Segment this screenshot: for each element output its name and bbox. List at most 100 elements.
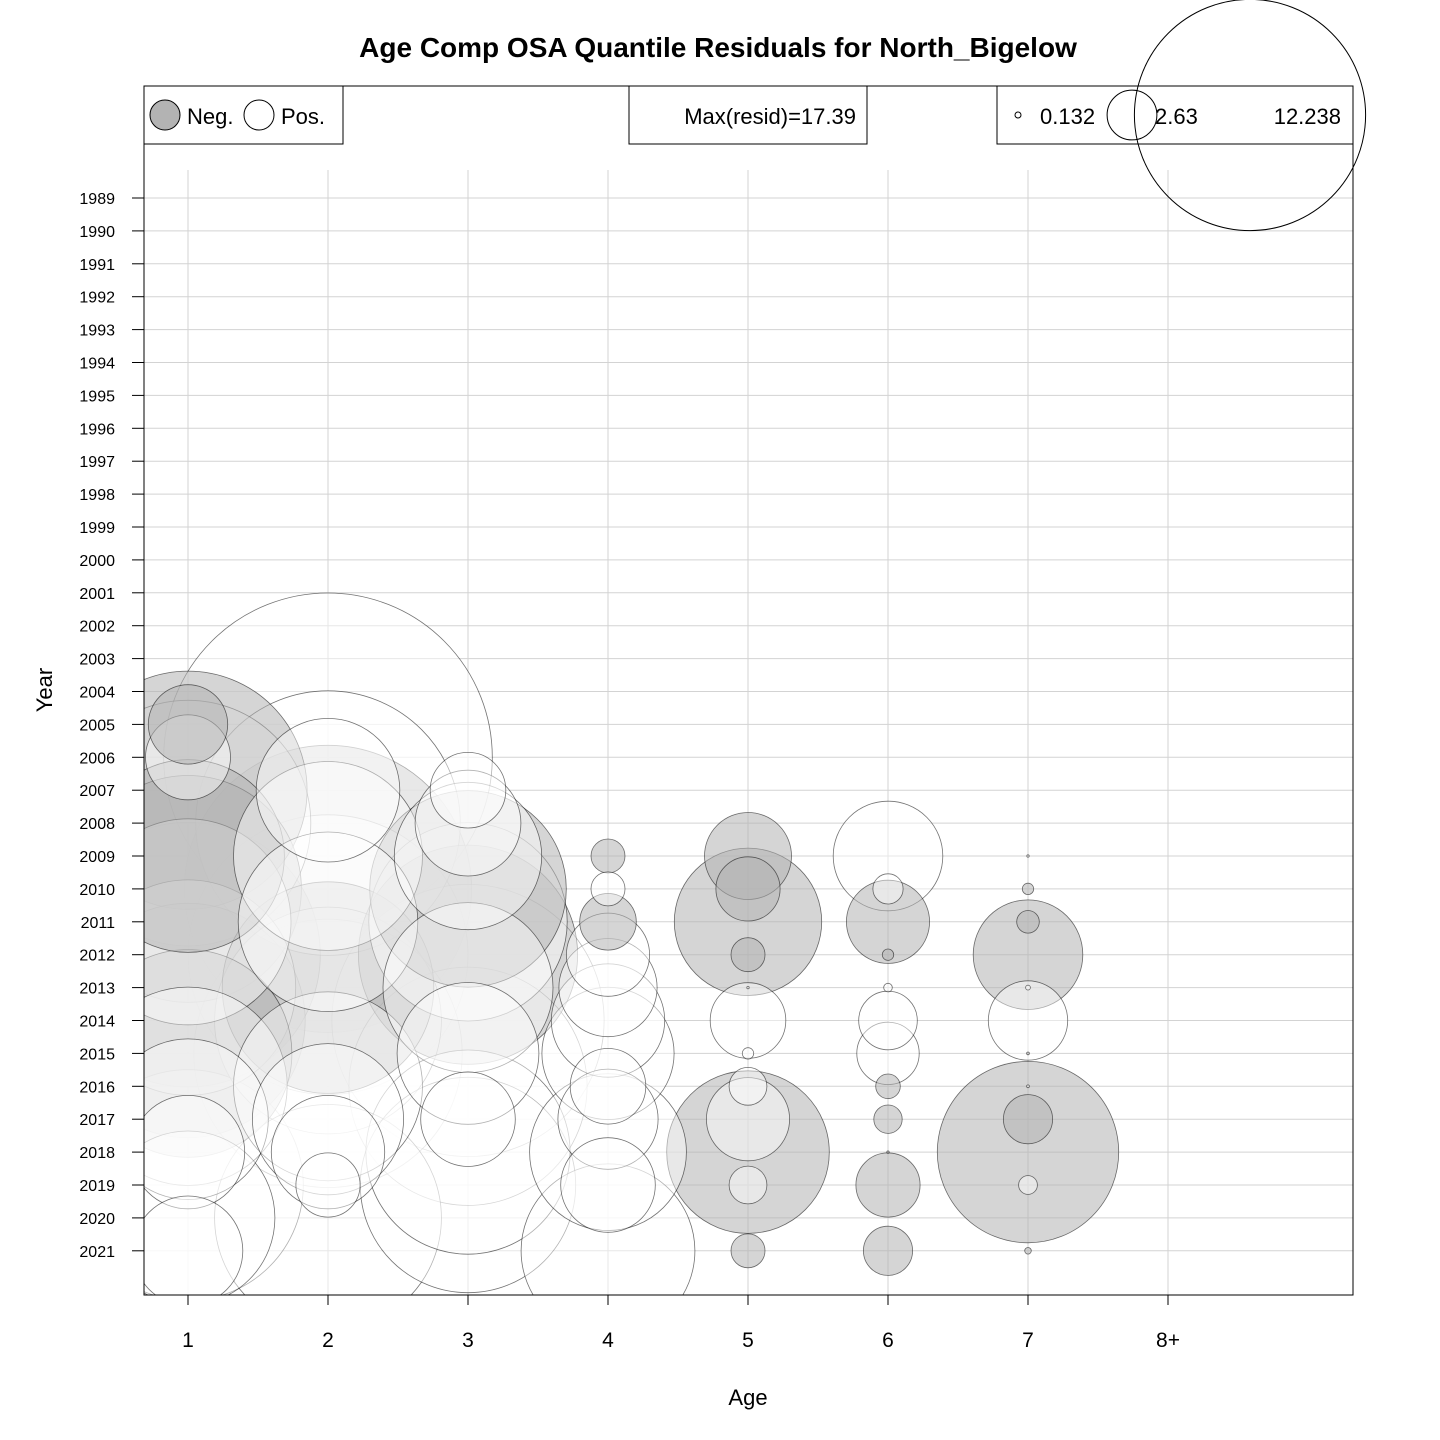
residual-bubble-pos <box>144 1095 246 1210</box>
y-tick-label: 1996 <box>79 421 115 438</box>
residual-bubble-neg <box>579 893 637 951</box>
y-tick-label: 2006 <box>79 750 115 767</box>
legend-size-circles <box>1014 0 1367 232</box>
y-tick-label: 1990 <box>79 224 115 241</box>
y-tick-label: 2010 <box>79 882 115 899</box>
y-tick-label: 1999 <box>79 520 115 537</box>
residual-bubble-pos <box>709 982 787 1059</box>
legend-size-circle <box>1014 111 1022 119</box>
y-axis-label: Year <box>32 668 57 712</box>
x-tick-label: 8+ <box>1156 1329 1180 1352</box>
y-tick-label: 1994 <box>79 356 115 373</box>
legend-size-circle <box>1133 0 1367 232</box>
residual-bubble-pos <box>414 769 522 877</box>
residual-bubble-pos <box>255 718 401 863</box>
residual-bubble-pos <box>557 1068 659 1170</box>
legend-max-text: Max(resid)=17.39 <box>684 104 856 129</box>
residual-bubble-neg <box>863 1225 914 1276</box>
y-tick-label: 2003 <box>79 652 115 669</box>
y-tick-label: 2011 <box>81 915 116 932</box>
x-tick-label: 4 <box>602 1329 614 1352</box>
y-tick-label: 2005 <box>79 717 115 734</box>
x-tick-label: 6 <box>882 1329 894 1352</box>
residual-bubble-pos <box>529 1073 687 1231</box>
residual-bubble-pos <box>429 752 507 829</box>
y-tick-label: 2017 <box>79 1112 115 1129</box>
y-tick-label: 2021 <box>79 1244 115 1261</box>
x-tick-label: 1 <box>182 1329 194 1352</box>
residual-bubble-neg <box>147 684 229 765</box>
residual-bubble-pos <box>987 980 1069 1061</box>
y-tick-label: 2000 <box>79 553 115 570</box>
residual-bubble-pos <box>541 986 675 1120</box>
x-tick-label: 5 <box>742 1329 754 1352</box>
y-tick-label: 1995 <box>79 388 115 405</box>
legend-sign: Neg. Pos. <box>143 85 344 145</box>
residual-bubble-neg <box>730 1233 766 1269</box>
residual-bubble-neg <box>1021 882 1035 896</box>
residual-bubble-neg <box>590 838 626 874</box>
residual-bubble-neg <box>715 856 781 922</box>
residual-bubble-pos <box>746 985 750 990</box>
residual-bubble-pos <box>144 1130 276 1295</box>
residual-bubble-pos <box>382 902 554 1073</box>
y-tick-label: 1997 <box>79 454 115 471</box>
residual-bubbles <box>144 592 1120 1295</box>
y-tick-label: 1989 <box>79 191 115 208</box>
legend-pos-swatch <box>243 99 275 131</box>
x-tick-label: 7 <box>1022 1329 1034 1352</box>
residual-bubble-pos <box>520 1163 696 1295</box>
residual-bubble-pos <box>590 871 626 907</box>
y-tick-label: 2012 <box>79 948 115 965</box>
legend-max: Max(resid)=17.39 <box>628 85 868 145</box>
residual-bubble-neg <box>936 1061 1120 1244</box>
residual-bubble-pos <box>144 986 288 1186</box>
legend-size-label-small: 0.132 <box>1040 104 1095 129</box>
residual-bubble-pos <box>233 991 423 1182</box>
y-tick-label: 2013 <box>79 981 115 998</box>
residual-bubble-neg <box>972 899 1084 1010</box>
y-tick-label: 2002 <box>79 619 115 636</box>
residual-bubble-pos <box>396 982 540 1125</box>
residual-bubble-pos <box>237 831 419 1013</box>
residual-bubble-pos <box>270 1095 386 1210</box>
residual-bubble-neg <box>1026 1051 1030 1056</box>
residual-bubble-neg <box>875 1073 901 1100</box>
residual-bubble-neg <box>1016 910 1040 934</box>
y-tick-label: 2020 <box>79 1211 115 1228</box>
residual-bubble-pos <box>1018 1175 1038 1195</box>
residual-bubble-neg <box>855 1152 921 1218</box>
residual-bubble-pos <box>295 1152 361 1218</box>
residual-bubble-pos <box>393 781 543 931</box>
residual-bubble-neg <box>881 948 895 961</box>
residual-bubble-neg <box>1003 1094 1054 1145</box>
residual-bubble-neg <box>730 937 766 973</box>
legend-size-label-mid: 2.63 <box>1155 104 1198 129</box>
residual-bubble-pos <box>1025 984 1031 991</box>
residual-bubble-pos <box>883 982 893 993</box>
y-tick-label: 2018 <box>79 1145 115 1162</box>
x-tick-label: 2 <box>322 1329 334 1352</box>
legend-size: 0.132 2.63 12.238 <box>996 85 1354 145</box>
chart-title: Age Comp OSA Quantile Residuals for Nort… <box>359 32 1077 63</box>
residual-bubble-pos <box>728 1067 768 1106</box>
residual-bubble-pos <box>560 1137 656 1233</box>
x-axis: 1 2 3 4 5 6 7 8+ <box>182 1295 1180 1352</box>
residual-bubble-pos <box>251 1043 404 1196</box>
y-tick-label: 1992 <box>79 290 115 307</box>
residual-bubble-pos <box>550 963 666 1078</box>
residual-bubble-pos <box>872 873 904 905</box>
residual-bubble-pos <box>858 990 918 1051</box>
residual-bubble-neg <box>886 1150 890 1154</box>
legend-neg-label: Neg. <box>187 104 233 129</box>
y-tick-label: 1991 <box>79 257 115 274</box>
residual-bubble-pos <box>706 1077 791 1162</box>
y-tick-label: 2009 <box>79 849 115 866</box>
x-axis-label: Age <box>728 1385 767 1410</box>
y-tick-label: 1998 <box>79 487 115 504</box>
y-axis: 1989 1990 1991 1992 1993 1994 1995 1996 1997 1998… <box>79 191 144 1261</box>
residual-bubble-neg <box>846 879 931 964</box>
legend-size-circle <box>1106 89 1158 141</box>
y-tick-label: 2014 <box>79 1014 115 1031</box>
x-tick-label: 3 <box>462 1329 474 1352</box>
